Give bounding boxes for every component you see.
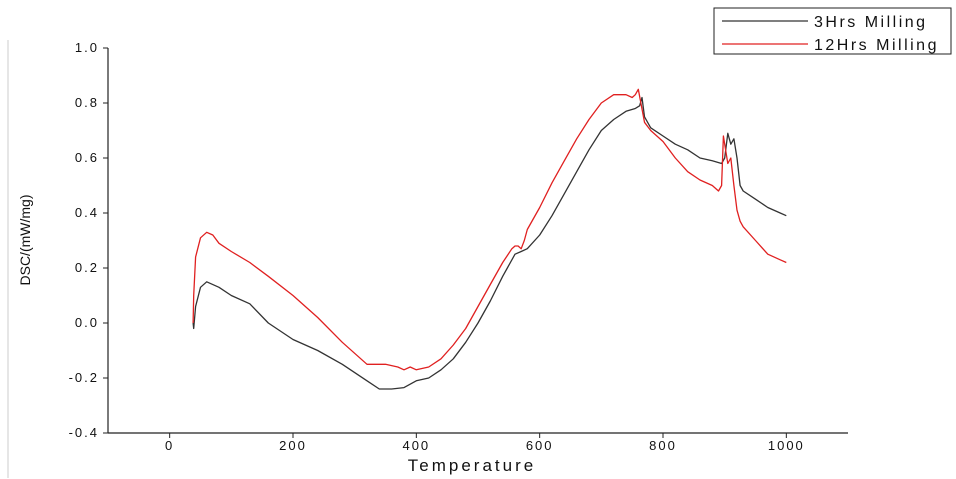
y-tick-label: 0.8 bbox=[75, 95, 99, 110]
y-tick-label: 0.6 bbox=[75, 150, 99, 165]
legend-label: 12Hrs Milling bbox=[814, 37, 939, 54]
y-axis-title: DSC/(mW/mg) bbox=[17, 195, 33, 286]
y-tick-label: 0.4 bbox=[75, 205, 99, 220]
x-tick-label: 600 bbox=[526, 438, 554, 453]
x-tick-labels: 0 200 400 600 800 1000 bbox=[165, 438, 805, 453]
y-tick-labels: -0.4 -0.2 0.0 0.2 0.4 0.6 0.8 1.0 bbox=[69, 40, 99, 440]
y-tick-label: -0.2 bbox=[69, 370, 99, 385]
chart-axes bbox=[103, 47, 848, 438]
legend-label: 3Hrs Milling bbox=[814, 14, 928, 31]
x-tick-label: 0 bbox=[165, 438, 174, 453]
series-layer bbox=[192, 88, 787, 390]
x-tick-label: 200 bbox=[279, 438, 307, 453]
y-tick-label: 0.0 bbox=[75, 315, 99, 330]
y-tick-label: 0.2 bbox=[75, 260, 99, 275]
x-tick-label: 1000 bbox=[768, 438, 805, 453]
series-line-3hrs-milling bbox=[192, 96, 787, 390]
legend: 3Hrs Milling 12Hrs Milling bbox=[713, 7, 952, 55]
y-tick-label: 1.0 bbox=[75, 40, 99, 55]
legend-box bbox=[713, 7, 952, 55]
x-tick-label: 400 bbox=[402, 438, 430, 453]
y-tick-label: -0.4 bbox=[69, 425, 99, 440]
series-line-12hrs-milling bbox=[192, 88, 787, 371]
x-axis-title: Temperature bbox=[408, 456, 536, 475]
x-tick-label: 800 bbox=[649, 438, 677, 453]
